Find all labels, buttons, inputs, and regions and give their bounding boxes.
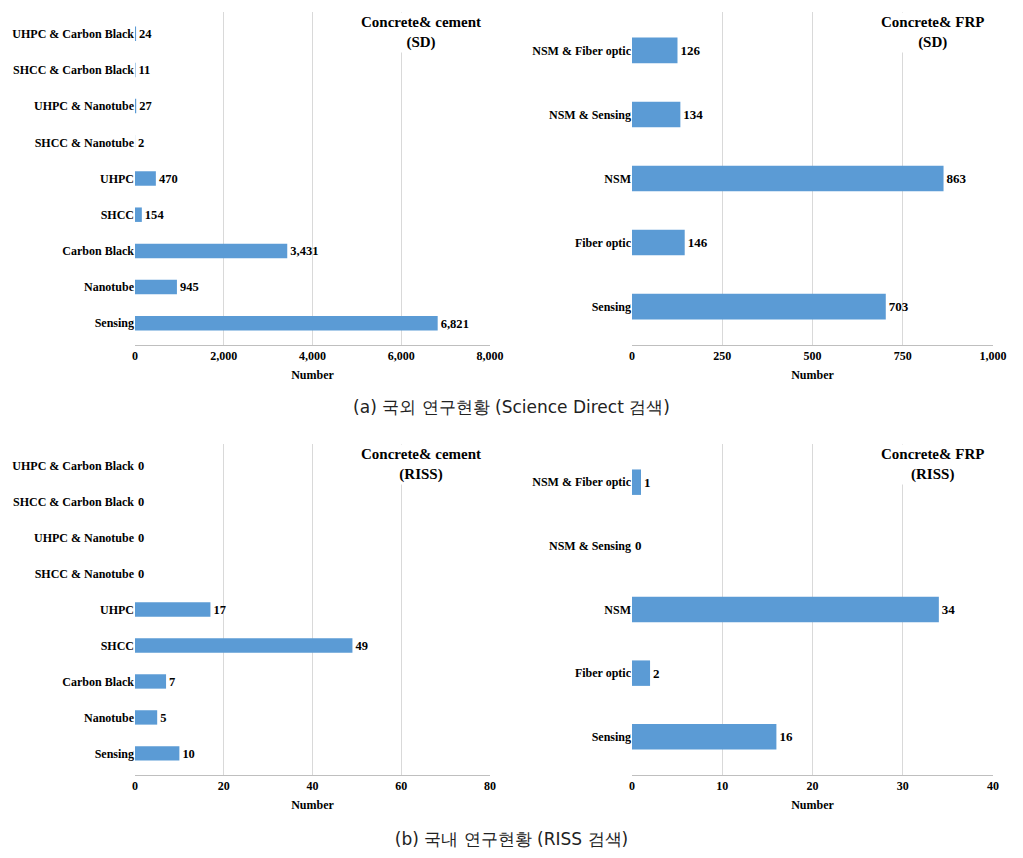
svg-text:7: 7 — [169, 675, 175, 689]
svg-text:NSM & Fiber optic: NSM & Fiber optic — [532, 44, 631, 58]
svg-text:126: 126 — [680, 43, 700, 58]
svg-text:470: 470 — [159, 172, 178, 186]
svg-text:10: 10 — [716, 779, 728, 793]
svg-text:Concrete& FRP(RISS): Concrete& FRP(RISS) — [881, 446, 984, 483]
svg-text:Sensing: Sensing — [592, 730, 631, 744]
svg-text:Nanotube: Nanotube — [84, 280, 135, 294]
svg-text:11: 11 — [139, 63, 151, 77]
html-text:(a) 국외 연구현황 (Science Direct 검색: (a) 국외 연구현황 (Science Direct 검색) — [353, 397, 670, 417]
svg-text:154: 154 — [145, 208, 165, 222]
svg-text:Concrete& cement(SD): Concrete& cement(SD) — [361, 14, 481, 51]
svg-text:NSM & Sensing: NSM & Sensing — [549, 539, 631, 553]
svg-text:20: 20 — [218, 779, 230, 793]
svg-text:6,821: 6,821 — [441, 317, 469, 331]
svg-text:0: 0 — [138, 531, 144, 545]
svg-text:2,000: 2,000 — [210, 349, 237, 363]
svg-text:146: 146 — [688, 235, 708, 250]
svg-text:16: 16 — [779, 729, 793, 744]
svg-text:Sensing: Sensing — [95, 316, 134, 330]
svg-text:3,431: 3,431 — [290, 244, 318, 258]
svg-text:30: 30 — [897, 779, 909, 793]
svg-text:10: 10 — [182, 747, 194, 761]
svg-text:20: 20 — [807, 779, 819, 793]
svg-text:863: 863 — [947, 171, 967, 186]
svg-text:0: 0 — [629, 349, 635, 363]
svg-text:Sensing: Sensing — [592, 300, 631, 314]
svg-text:60: 60 — [395, 779, 407, 793]
svg-text:Sensing: Sensing — [95, 747, 134, 761]
svg-text:0: 0 — [138, 459, 144, 473]
svg-text:0: 0 — [629, 779, 635, 793]
svg-text:49: 49 — [355, 639, 367, 653]
svg-text:Number: Number — [791, 798, 834, 812]
svg-text:Carbon Black: Carbon Black — [62, 675, 134, 689]
svg-text:SHCC: SHCC — [101, 639, 134, 653]
svg-text:UHPC: UHPC — [100, 603, 134, 617]
svg-text:NSM: NSM — [604, 603, 631, 617]
svg-text:0: 0 — [132, 349, 138, 363]
html-text:(b) 국내 연구현황 (RISS 검색): (b) 국내 연구현황 (RISS 검색) — [394, 829, 629, 849]
svg-text:703: 703 — [889, 299, 909, 314]
svg-text:Fiber optic: Fiber optic — [575, 666, 632, 680]
svg-text:945: 945 — [180, 280, 199, 294]
svg-text:80: 80 — [484, 779, 496, 793]
svg-text:500: 500 — [804, 349, 822, 363]
svg-text:8,000: 8,000 — [477, 349, 504, 363]
svg-text:2: 2 — [653, 666, 660, 681]
svg-text:27: 27 — [139, 99, 152, 113]
svg-text:NSM & Fiber optic: NSM & Fiber optic — [532, 475, 631, 489]
svg-text:5: 5 — [160, 711, 166, 725]
svg-text:Fiber optic: Fiber optic — [575, 236, 632, 250]
svg-text:SHCC & Carbon Black: SHCC & Carbon Black — [13, 495, 134, 509]
svg-text:0: 0 — [635, 538, 642, 553]
svg-text:40: 40 — [987, 779, 999, 793]
svg-text:Number: Number — [291, 368, 334, 382]
svg-text:24: 24 — [139, 27, 152, 41]
svg-text:Carbon Black: Carbon Black — [62, 244, 134, 258]
svg-text:2: 2 — [138, 136, 144, 150]
svg-text:SHCC & Nanotube: SHCC & Nanotube — [35, 567, 135, 581]
svg-text:NSM & Sensing: NSM & Sensing — [549, 108, 631, 122]
svg-text:40: 40 — [307, 779, 319, 793]
svg-text:UHPC: UHPC — [100, 172, 134, 186]
svg-text:6,000: 6,000 — [388, 349, 415, 363]
svg-text:750: 750 — [894, 349, 912, 363]
svg-text:0: 0 — [138, 567, 144, 581]
svg-text:134: 134 — [683, 107, 703, 122]
svg-text:0: 0 — [138, 495, 144, 509]
svg-text:0: 0 — [132, 779, 138, 793]
svg-text:UHPC & Carbon Black: UHPC & Carbon Black — [12, 459, 134, 473]
svg-text:SHCC: SHCC — [101, 208, 134, 222]
svg-text:UHPC & Nanotube: UHPC & Nanotube — [34, 531, 135, 545]
svg-text:250: 250 — [713, 349, 731, 363]
svg-text:17: 17 — [213, 603, 225, 617]
svg-text:Concrete& cement(RISS): Concrete& cement(RISS) — [361, 446, 481, 483]
svg-text:Number: Number — [791, 368, 834, 382]
svg-text:Number: Number — [291, 798, 334, 812]
svg-text:Concrete& FRP(SD): Concrete& FRP(SD) — [881, 14, 984, 51]
svg-text:SHCC & Nanotube: SHCC & Nanotube — [35, 136, 135, 150]
svg-text:1: 1 — [644, 475, 651, 490]
svg-text:1,000: 1,000 — [980, 349, 1007, 363]
svg-text:UHPC & Nanotube: UHPC & Nanotube — [34, 99, 135, 113]
svg-text:4,000: 4,000 — [299, 349, 326, 363]
svg-text:SHCC & Carbon Black: SHCC & Carbon Black — [13, 63, 134, 77]
svg-text:NSM: NSM — [604, 172, 631, 186]
svg-text:UHPC & Carbon Black: UHPC & Carbon Black — [12, 27, 134, 41]
svg-text:34: 34 — [942, 602, 956, 617]
svg-text:Nanotube: Nanotube — [84, 711, 135, 725]
